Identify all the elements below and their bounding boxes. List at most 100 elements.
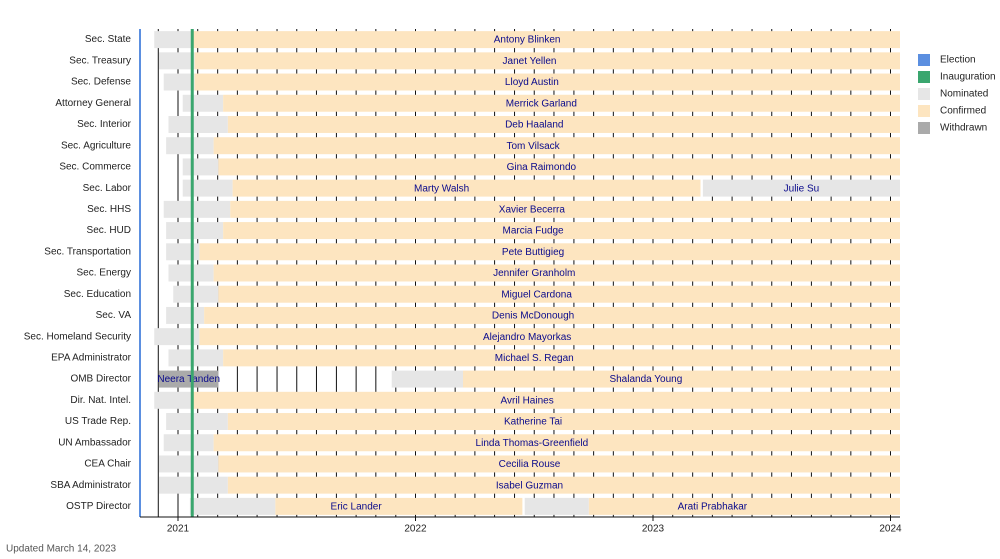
person-name: Deb Haaland (505, 120, 563, 131)
row-label: Sec. HUD (87, 225, 131, 236)
legend-swatch (918, 71, 930, 83)
withdrawn-bar (159, 370, 219, 388)
nominated-bar (166, 137, 214, 155)
confirmed-bar (199, 328, 900, 346)
confirmed-bar (194, 52, 900, 70)
person-name: Michael S. Regan (495, 353, 574, 364)
confirmed-bar (218, 285, 900, 303)
confirmed-bar (223, 222, 900, 240)
row-label: Sec. Interior (77, 119, 132, 130)
person-name: Neera Tanden (157, 374, 220, 385)
confirmed-bar (223, 349, 900, 367)
confirmed-bar (588, 497, 900, 515)
row-label: EPA Administrator (51, 353, 132, 364)
person-name: Arati Prabhakar (678, 502, 748, 513)
row-label: Sec. Energy (77, 268, 131, 279)
legend-label: Confirmed (940, 106, 986, 117)
legend-label: Withdrawn (940, 123, 987, 134)
nominated-bar (159, 52, 195, 70)
confirmed-bar (227, 413, 900, 431)
nominated-bar (173, 285, 219, 303)
nominated-bar (168, 115, 228, 133)
row-label: Sec. Treasury (69, 55, 131, 66)
confirmed-bar (204, 306, 900, 324)
row-label: Sec. VA (96, 310, 132, 321)
row-label: Sec. HHS (87, 204, 131, 215)
confirmed-bar (192, 391, 900, 409)
row-label: Sec. Transportation (44, 246, 131, 257)
person-name: Pete Buttigieg (502, 247, 564, 258)
nominated-bar (168, 349, 224, 367)
row-label: Sec. Agriculture (61, 140, 131, 151)
row-label: Sec. Homeland Security (24, 331, 131, 342)
row-label: Attorney General (55, 98, 131, 109)
person-name: Linda Thomas-Greenfield (476, 438, 589, 449)
nominated-bar (154, 391, 193, 409)
row-label: Sec. State (85, 34, 132, 45)
person-name: Julie Su (784, 183, 820, 194)
nominated-bar (182, 158, 219, 176)
row-label: OSTP Director (66, 501, 131, 512)
person-name: Avril Haines (501, 395, 554, 406)
person-name: Merrick Garland (506, 98, 577, 109)
confirmed-bar (218, 158, 900, 176)
legend-swatch (918, 54, 930, 66)
confirmed-bar (230, 200, 900, 218)
person-name: Marcia Fudge (502, 226, 564, 237)
nominated-bar (166, 243, 200, 261)
row-label: OMB Director (70, 374, 131, 385)
person-name: Antony Blinken (494, 35, 561, 46)
confirmed-bar (213, 137, 900, 155)
confirmed-bar (463, 370, 900, 388)
row-label: CEA Chair (84, 459, 131, 470)
confirmed-bar (223, 94, 900, 112)
person-name: Tom Vilsack (506, 141, 560, 152)
nominated-bar (154, 31, 193, 49)
person-name: Isabel Guzman (496, 480, 563, 491)
footnote: Updated March 14, 2023 (6, 544, 117, 555)
x-tick-label: 2021 (167, 524, 190, 535)
confirmed-bar (213, 264, 900, 282)
nominated-bar (163, 73, 195, 91)
x-tick-label: 2023 (642, 524, 665, 535)
person-name: Janet Yellen (503, 56, 557, 67)
person-name: Katherine Tai (504, 417, 562, 428)
nominated-bar (702, 179, 900, 197)
row-label: Sec. Commerce (59, 162, 131, 173)
legend-label: Nominated (940, 89, 988, 100)
person-name: Denis McDonough (492, 311, 574, 322)
x-tick-label: 2024 (879, 524, 902, 535)
person-name: Gina Raimondo (507, 162, 577, 173)
person-name: Cecilia Rouse (499, 459, 561, 470)
nominated-bar (163, 200, 231, 218)
nominated-bar (524, 497, 589, 515)
confirmed-bar (227, 476, 900, 494)
confirmed-bar (192, 31, 900, 49)
person-name: Marty Walsh (414, 183, 469, 194)
nominated-bar (182, 179, 233, 197)
confirmed-bar (232, 179, 701, 197)
nominated-bar (166, 306, 205, 324)
row-label: Dir. Nat. Intel. (70, 395, 131, 406)
confirmed-bar (218, 455, 900, 473)
person-name: Jennifer Granholm (493, 268, 575, 279)
nominated-bar (154, 328, 200, 346)
nominated-bar (189, 497, 276, 515)
row-label: Sec. Labor (83, 183, 132, 194)
legend-label: Election (940, 55, 976, 66)
row-label: Sec. Defense (71, 77, 131, 88)
nominated-bar (159, 455, 219, 473)
person-name: Eric Lander (331, 502, 383, 513)
row-label: US Trade Rep. (65, 416, 131, 427)
legend-swatch (918, 122, 930, 134)
row-label: SBA Administrator (50, 480, 131, 491)
nominated-bar (166, 413, 228, 431)
nominated-bar (166, 222, 224, 240)
confirmed-bar (227, 115, 900, 133)
person-name: Lloyd Austin (505, 77, 559, 88)
confirmed-bar (275, 497, 523, 515)
confirmed-bar (194, 73, 900, 91)
confirmed-bar (199, 243, 900, 261)
person-name: Miguel Cardona (501, 289, 572, 300)
